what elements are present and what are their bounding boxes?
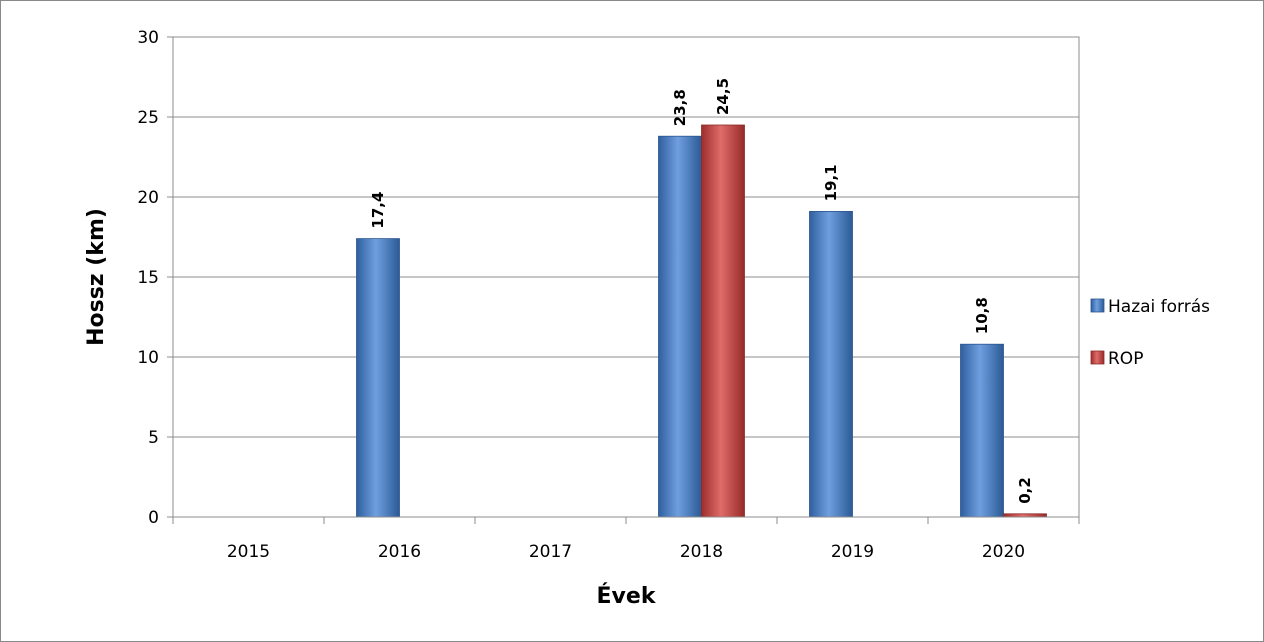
- legend-label: Hazai forrás: [1108, 297, 1210, 317]
- data-label: 10,8: [973, 297, 991, 334]
- bar-rop-2018: [701, 124, 745, 518]
- x-tick-label: 2015: [227, 542, 270, 562]
- y-tick-label: 30: [137, 28, 159, 48]
- bar-hazai-forrás-2016: [356, 238, 400, 518]
- x-tick-label: 2017: [529, 542, 572, 562]
- bars: [356, 124, 1047, 518]
- data-label: 17,4: [369, 192, 387, 229]
- bar-hazai-forrás-2018: [658, 135, 702, 518]
- legend-swatch: [1090, 350, 1105, 365]
- y-tick-label: 15: [137, 268, 159, 288]
- y-tick-label: 5: [148, 428, 159, 448]
- y-tick-label: 25: [137, 108, 159, 128]
- gridlines: [172, 36, 1080, 518]
- x-tick-label: 2016: [378, 542, 421, 562]
- legend-label: ROP: [1108, 349, 1143, 369]
- x-tick-label: 2018: [680, 542, 723, 562]
- legend-swatch: [1090, 298, 1105, 313]
- bar-hazai-forrás-2019: [809, 210, 853, 518]
- x-axis-title: Évek: [597, 583, 657, 609]
- data-label: 23,8: [671, 89, 689, 126]
- data-label: 24,5: [714, 78, 732, 115]
- y-tick-label: 20: [137, 188, 159, 208]
- axes: 0 5 10 15 20 25 30 2015 2016 2017 2018 2019 2020: [137, 28, 1080, 562]
- y-axis-title: Hossz (km): [84, 208, 109, 346]
- data-label: 0,2: [1016, 477, 1034, 504]
- x-tick-label: 2020: [982, 542, 1025, 562]
- legend: Hazai forrás ROP: [1090, 297, 1210, 369]
- y-tick-label: 0: [148, 508, 159, 528]
- x-tick-label: 2019: [831, 542, 874, 562]
- data-label: 19,1: [822, 164, 840, 201]
- bar-hazai-forrás-2020: [960, 343, 1004, 518]
- data-labels: 17,4 23,8 19,1 10,8 24,5 0,2: [369, 78, 1034, 504]
- y-tick-label: 10: [137, 348, 159, 368]
